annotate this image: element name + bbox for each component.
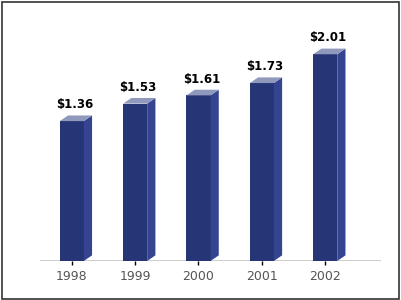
Polygon shape <box>274 77 282 261</box>
Polygon shape <box>337 49 346 261</box>
Polygon shape <box>123 98 156 104</box>
Polygon shape <box>250 83 274 261</box>
Polygon shape <box>313 49 346 54</box>
Polygon shape <box>60 121 84 261</box>
Polygon shape <box>84 116 92 261</box>
Polygon shape <box>250 77 282 83</box>
Polygon shape <box>60 116 92 121</box>
Polygon shape <box>211 90 219 261</box>
Text: $2.01: $2.01 <box>310 32 347 44</box>
Polygon shape <box>186 90 219 95</box>
Polygon shape <box>123 103 147 261</box>
Polygon shape <box>147 98 156 261</box>
Polygon shape <box>186 95 211 261</box>
Text: $1.53: $1.53 <box>119 81 157 94</box>
Text: $1.61: $1.61 <box>183 73 220 85</box>
Text: $1.73: $1.73 <box>246 60 284 73</box>
Text: $1.36: $1.36 <box>56 98 93 111</box>
Polygon shape <box>313 54 337 261</box>
